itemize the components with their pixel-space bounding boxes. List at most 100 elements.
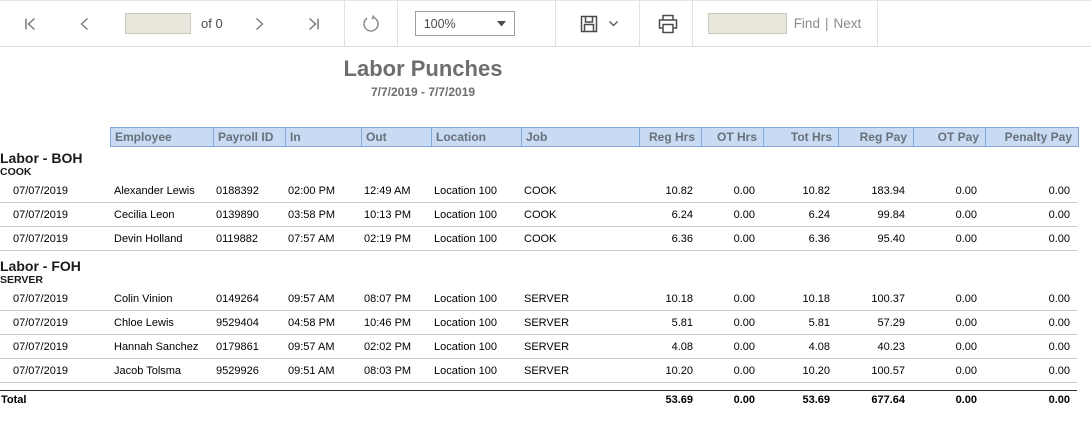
cell-date: 07/07/2019 [13, 208, 69, 221]
cell-tot-hrs: 10.82 [802, 184, 830, 197]
table-row: 07/07/2019 Colin Vinion 0149264 09:57 AM… [0, 287, 1077, 311]
cell-ot-hrs: 0.00 [733, 316, 755, 329]
cell-reg-pay: 95.40 [877, 232, 905, 245]
chevron-right-icon [249, 14, 269, 34]
cell-date: 07/07/2019 [13, 364, 69, 377]
cell-payroll-id: 0139890 [216, 208, 259, 221]
refresh-icon [359, 12, 383, 36]
first-page-button[interactable] [20, 14, 40, 34]
toolbar-separator [343, 1, 345, 46]
cell-ot-hrs: 0.00 [733, 340, 755, 353]
cell-in: 09:51 AM [288, 364, 335, 377]
print-button[interactable] [656, 12, 680, 36]
previous-page-button[interactable] [75, 14, 95, 34]
group-header-boh: Labor - BOH [0, 150, 83, 166]
first-page-icon [20, 14, 40, 34]
page-number-input[interactable] [125, 13, 191, 34]
table-header-row: Employee Payroll ID In Out Location Job … [110, 127, 1079, 147]
refresh-button[interactable] [359, 12, 383, 36]
cell-penalty-pay: 0.00 [1048, 364, 1070, 377]
total-label: Total [1, 393, 27, 406]
cell-employee: Devin Holland [114, 232, 183, 245]
cell-reg-pay: 57.29 [877, 316, 905, 329]
toolbar-separator [877, 1, 879, 46]
total-reg-hrs: 53.69 [665, 393, 693, 406]
next-link[interactable]: Next [833, 16, 862, 31]
cell-ot-pay: 0.00 [955, 292, 977, 305]
group-header-foh: Labor - FOH [0, 258, 81, 274]
total-reg-pay: 677.64 [871, 393, 905, 406]
cell-ot-pay: 0.00 [955, 184, 977, 197]
cell-location: Location 100 [434, 340, 497, 353]
cell-employee: Alexander Lewis [114, 184, 195, 197]
report-toolbar: of 0 100% [0, 0, 1091, 47]
cell-location: Location 100 [434, 232, 497, 245]
cell-reg-hrs: 10.82 [665, 184, 693, 197]
triangle-down-icon [496, 20, 506, 27]
save-icon [578, 13, 600, 35]
group-job-cook: COOK [0, 166, 32, 178]
cell-payroll-id: 0149264 [216, 292, 259, 305]
cell-job: COOK [524, 208, 557, 221]
cell-tot-hrs: 5.81 [808, 316, 830, 329]
column-header-job: Job [521, 128, 639, 146]
cell-in: 02:00 PM [288, 184, 336, 197]
cell-ot-hrs: 0.00 [733, 292, 755, 305]
column-header-ot-pay: OT Pay [913, 128, 985, 146]
cell-ot-hrs: 0.00 [733, 184, 755, 197]
zoom-select[interactable]: 100% [414, 11, 515, 36]
column-header-ot-hrs: OT Hrs [701, 128, 763, 146]
table-row: 07/07/2019 Chloe Lewis 9529404 04:58 PM … [0, 311, 1077, 335]
column-header-reg-hrs: Reg Hrs [639, 128, 701, 146]
group-job-server: SERVER [0, 274, 43, 286]
cell-reg-hrs: 4.08 [671, 340, 693, 353]
cell-job: COOK [524, 184, 557, 197]
last-page-icon [304, 14, 324, 34]
cell-ot-pay: 0.00 [955, 316, 977, 329]
cell-job: SERVER [524, 340, 570, 353]
total-tot-hrs: 53.69 [802, 393, 830, 406]
cell-employee: Jacob Tolsma [114, 364, 182, 377]
cell-job: COOK [524, 232, 557, 245]
cell-employee: Hannah Sanchez [114, 340, 199, 353]
cell-location: Location 100 [434, 316, 497, 329]
cell-ot-pay: 0.00 [955, 232, 977, 245]
cell-ot-pay: 0.00 [955, 208, 977, 221]
report-header: Labor Punches 7/7/2019 - 7/7/2019 [0, 56, 846, 99]
labor-punches-table: Employee Payroll ID In Out Location Job … [0, 127, 1079, 408]
cell-payroll-id: 0179861 [216, 340, 259, 353]
cell-tot-hrs: 6.24 [808, 208, 830, 221]
total-row: Total 53.69 0.00 53.69 677.64 0.00 0.00 [0, 390, 1077, 408]
find-link[interactable]: Find [793, 16, 820, 31]
cell-date: 07/07/2019 [13, 316, 69, 329]
last-page-button[interactable] [304, 14, 324, 34]
cell-out: 02:02 PM [364, 340, 412, 353]
cell-location: Location 100 [434, 184, 497, 197]
cell-job: SERVER [524, 316, 570, 329]
find-input[interactable] [707, 13, 787, 34]
column-header-out: Out [361, 128, 431, 146]
chevron-left-icon [75, 14, 95, 34]
cell-penalty-pay: 0.00 [1048, 292, 1070, 305]
cell-date: 07/07/2019 [13, 184, 69, 197]
column-header-reg-pay: Reg Pay [838, 128, 913, 146]
cell-payroll-id: 9529926 [216, 364, 259, 377]
cell-reg-pay: 99.84 [877, 208, 905, 221]
cell-reg-hrs: 6.24 [671, 208, 693, 221]
chevron-down-icon [608, 20, 619, 28]
cell-reg-hrs: 6.36 [671, 232, 693, 245]
cell-penalty-pay: 0.00 [1048, 232, 1070, 245]
table-row: 07/07/2019 Hannah Sanchez 0179861 09:57 … [0, 335, 1077, 359]
report-date-range: 7/7/2019 - 7/7/2019 [370, 85, 476, 99]
cell-ot-hrs: 0.00 [733, 232, 755, 245]
find-next-controls: Find | Next [794, 16, 862, 31]
cell-reg-pay: 40.23 [877, 340, 905, 353]
cell-out: 10:13 PM [364, 208, 412, 221]
cell-employee: Chloe Lewis [114, 316, 174, 329]
next-page-button[interactable] [249, 14, 269, 34]
export-button[interactable] [578, 13, 619, 35]
toolbar-separator [554, 1, 556, 46]
cell-reg-hrs: 10.20 [665, 364, 693, 377]
find-next-divider: | [824, 16, 829, 31]
cell-penalty-pay: 0.00 [1048, 184, 1070, 197]
